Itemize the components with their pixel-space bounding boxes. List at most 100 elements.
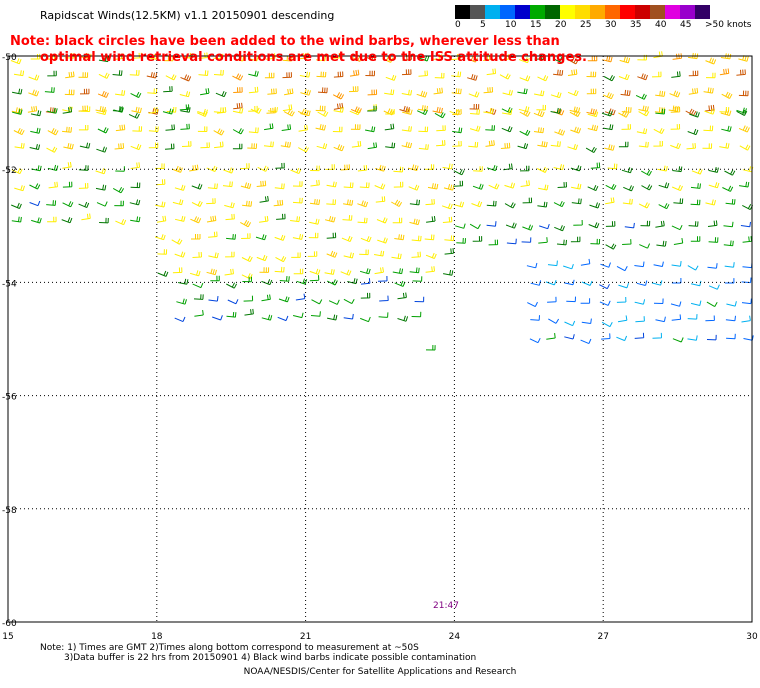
wind-barb bbox=[357, 217, 368, 224]
note-line-1: Note: black circles have been added to t… bbox=[10, 34, 560, 49]
wind-barb bbox=[736, 69, 746, 76]
wind-barb bbox=[360, 278, 371, 285]
wind-barb bbox=[299, 52, 310, 60]
wind-barb bbox=[14, 142, 25, 149]
wind-barb bbox=[360, 316, 371, 323]
wind-barb bbox=[721, 91, 733, 99]
wind-barb bbox=[222, 181, 233, 188]
wind-barb bbox=[708, 284, 720, 290]
wind-barb bbox=[672, 166, 683, 173]
wind-barb bbox=[200, 142, 210, 149]
wind-barb bbox=[156, 215, 167, 223]
wind-barb bbox=[401, 126, 412, 132]
wind-barb bbox=[393, 181, 404, 188]
wind-barb bbox=[670, 142, 681, 150]
wind-barb bbox=[409, 199, 420, 206]
wind-barb bbox=[11, 216, 22, 223]
wind-barb bbox=[244, 308, 254, 316]
wind-barb bbox=[97, 90, 109, 98]
wind-barb bbox=[620, 89, 631, 96]
wind-barb bbox=[180, 74, 192, 82]
wind-barb bbox=[232, 73, 244, 81]
wind-barb bbox=[601, 321, 613, 328]
wind-barb bbox=[359, 182, 370, 189]
wind-barb bbox=[536, 166, 548, 173]
wind-barb bbox=[434, 72, 445, 79]
wind-barb bbox=[293, 268, 304, 275]
wind-barb bbox=[444, 235, 455, 242]
wind-barb bbox=[550, 91, 562, 99]
wind-barb bbox=[115, 219, 127, 226]
wind-barb bbox=[376, 217, 388, 224]
wind-barb bbox=[391, 199, 403, 207]
wind-barb bbox=[394, 234, 405, 241]
wind-barb bbox=[350, 106, 362, 114]
wind-barb bbox=[62, 201, 74, 208]
wind-barb bbox=[147, 88, 158, 94]
wind-barb bbox=[603, 124, 614, 131]
wind-barb bbox=[148, 107, 158, 114]
wind-barb bbox=[180, 123, 190, 130]
lon-tick-label: 24 bbox=[449, 632, 461, 642]
wind-barb bbox=[316, 143, 328, 150]
colorbar-swatch bbox=[470, 5, 485, 19]
wind-barb bbox=[564, 279, 575, 286]
wind-barb bbox=[210, 275, 220, 282]
wind-barb bbox=[299, 71, 311, 78]
wind-barb bbox=[705, 199, 716, 206]
wind-barb bbox=[324, 269, 335, 275]
wind-barb bbox=[418, 126, 429, 133]
wind-barb bbox=[276, 213, 286, 220]
wind-barb bbox=[470, 109, 480, 115]
wind-barb bbox=[708, 182, 720, 189]
wind-barb bbox=[189, 164, 199, 172]
wind-barb bbox=[455, 223, 466, 229]
wind-barb bbox=[590, 238, 601, 245]
wind-barb bbox=[131, 106, 142, 114]
wind-barb bbox=[443, 269, 454, 276]
wind-barb bbox=[483, 108, 494, 114]
wind-barb bbox=[468, 141, 479, 148]
wind-barb bbox=[691, 168, 703, 175]
wind-barb bbox=[342, 215, 353, 221]
wind-barb bbox=[545, 280, 557, 286]
wind-barb bbox=[554, 225, 565, 232]
wind-barb bbox=[539, 223, 550, 230]
wind-barb bbox=[257, 165, 269, 172]
wind-barb bbox=[315, 105, 326, 112]
colorbar-labels: 0 5 10 15 20 25 30 35 40 45 >50 knots bbox=[455, 19, 755, 31]
wind-barb bbox=[653, 51, 663, 59]
wind-barb bbox=[571, 198, 582, 205]
wind-barb bbox=[719, 142, 730, 149]
wind-barb bbox=[581, 318, 592, 324]
wind-barb bbox=[655, 316, 666, 323]
wind-barb bbox=[653, 261, 664, 267]
wind-barb bbox=[554, 128, 566, 136]
wind-barb bbox=[517, 143, 529, 150]
wind-barb bbox=[651, 280, 663, 286]
wind-barb bbox=[196, 110, 208, 117]
wind-barb bbox=[292, 233, 304, 240]
wind-barb bbox=[553, 56, 565, 64]
wind-barb bbox=[486, 221, 497, 227]
wind-barb bbox=[11, 107, 23, 114]
wind-barb bbox=[599, 283, 610, 290]
footer-note-line-1: Note: 1) Times are GMT 2)Times along bot… bbox=[40, 643, 419, 653]
wind-barb bbox=[640, 220, 651, 227]
wind-barb bbox=[27, 105, 38, 113]
wind-barb bbox=[553, 108, 565, 116]
wind-barb bbox=[284, 88, 294, 96]
wind-barb bbox=[704, 108, 716, 115]
wind-barb bbox=[536, 104, 546, 111]
wind-barb bbox=[655, 108, 666, 115]
wind-barb bbox=[587, 124, 599, 132]
lat-tick-label: -50 bbox=[2, 53, 17, 63]
wind-barb bbox=[538, 237, 548, 244]
wind-barb bbox=[500, 142, 511, 149]
wind-barb bbox=[706, 334, 717, 341]
wind-barb bbox=[738, 90, 749, 97]
wind-barb bbox=[282, 55, 293, 62]
colorbar-swatch bbox=[515, 5, 530, 19]
wind-barb bbox=[333, 71, 344, 78]
wind-barb bbox=[295, 293, 306, 301]
